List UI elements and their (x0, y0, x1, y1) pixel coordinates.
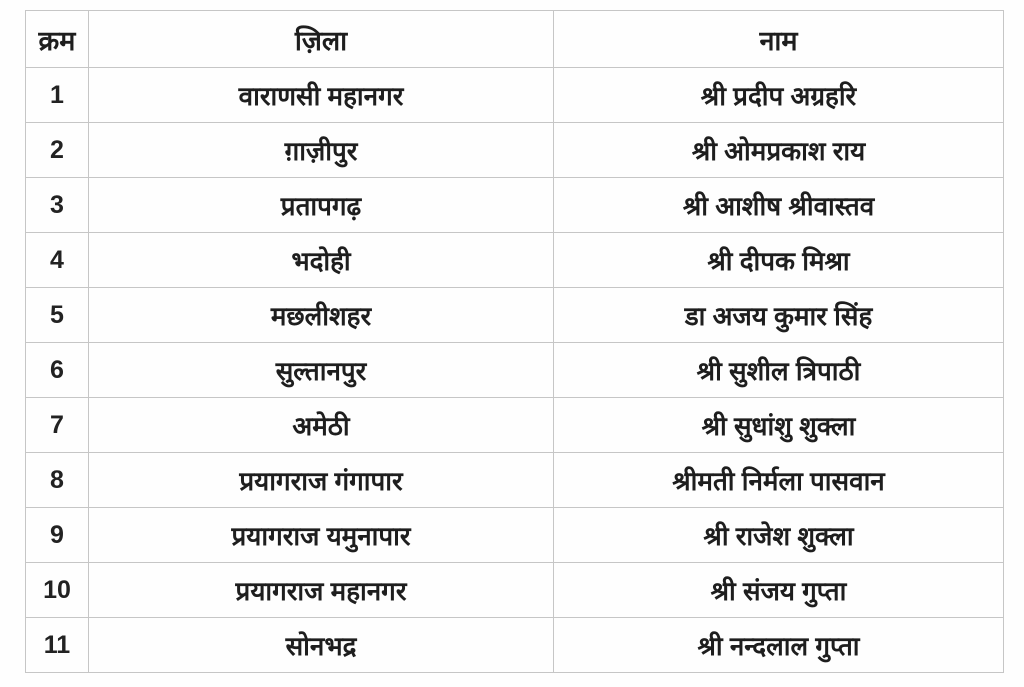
serial-cell: 7 (25, 397, 89, 453)
name-cell: श्रीमती निर्मला पासवान (553, 452, 1004, 508)
table-row: 5 मछलीशहर डा अजय कुमार सिंह (25, 287, 1004, 343)
name-cell: श्री ओमप्रकाश राय (553, 122, 1004, 178)
table-row: 10 प्रयागराज महानगर श्री संजय गुप्ता (25, 562, 1004, 618)
district-cell: अमेठी (88, 397, 554, 453)
serial-cell: 10 (25, 562, 89, 618)
table-row: 6 सुल्तानपुर श्री सुशील त्रिपाठी (25, 342, 1004, 398)
district-cell: प्रयागराज यमुनापार (88, 507, 554, 563)
header-serial: क्रम (25, 10, 89, 68)
name-cell: श्री राजेश शुक्ला (553, 507, 1004, 563)
district-cell: ग़ाज़ीपुर (88, 122, 554, 178)
header-district: ज़िला (88, 10, 554, 68)
table-row: 11 सोनभद्र श्री नन्दलाल गुप्ता (25, 617, 1004, 673)
district-cell: प्रतापगढ़ (88, 177, 554, 233)
name-cell: श्री सुशील त्रिपाठी (553, 342, 1004, 398)
serial-cell: 9 (25, 507, 89, 563)
district-cell: सुल्तानपुर (88, 342, 554, 398)
table-header-row: क्रम ज़िला नाम (25, 10, 1004, 68)
district-cell: भदोही (88, 232, 554, 288)
table-row: 1 वाराणसी महानगर श्री प्रदीप अग्रहरि (25, 67, 1004, 123)
table-row: 9 प्रयागराज यमुनापार श्री राजेश शुक्ला (25, 507, 1004, 563)
district-cell: सोनभद्र (88, 617, 554, 673)
name-cell: श्री प्रदीप अग्रहरि (553, 67, 1004, 123)
district-cell: वाराणसी महानगर (88, 67, 554, 123)
district-name-table: क्रम ज़िला नाम 1 वाराणसी महानगर श्री प्र… (25, 10, 1004, 673)
serial-cell: 5 (25, 287, 89, 343)
serial-cell: 3 (25, 177, 89, 233)
table-row: 7 अमेठी श्री सुधांशु शुक्ला (25, 397, 1004, 453)
table-row: 4 भदोही श्री दीपक मिश्रा (25, 232, 1004, 288)
name-cell: डा अजय कुमार सिंह (553, 287, 1004, 343)
table-row: 8 प्रयागराज गंगापार श्रीमती निर्मला पासव… (25, 452, 1004, 508)
name-cell: श्री सुधांशु शुक्ला (553, 397, 1004, 453)
table-row: 3 प्रतापगढ़ श्री आशीष श्रीवास्तव (25, 177, 1004, 233)
name-cell: श्री नन्दलाल गुप्ता (553, 617, 1004, 673)
serial-cell: 8 (25, 452, 89, 508)
serial-cell: 11 (25, 617, 89, 673)
serial-cell: 4 (25, 232, 89, 288)
table-row: 2 ग़ाज़ीपुर श्री ओमप्रकाश राय (25, 122, 1004, 178)
name-cell: श्री दीपक मिश्रा (553, 232, 1004, 288)
header-name: नाम (553, 10, 1004, 68)
name-cell: श्री आशीष श्रीवास्तव (553, 177, 1004, 233)
district-cell: मछलीशहर (88, 287, 554, 343)
name-cell: श्री संजय गुप्ता (553, 562, 1004, 618)
serial-cell: 2 (25, 122, 89, 178)
serial-cell: 1 (25, 67, 89, 123)
district-cell: प्रयागराज गंगापार (88, 452, 554, 508)
serial-cell: 6 (25, 342, 89, 398)
district-cell: प्रयागराज महानगर (88, 562, 554, 618)
